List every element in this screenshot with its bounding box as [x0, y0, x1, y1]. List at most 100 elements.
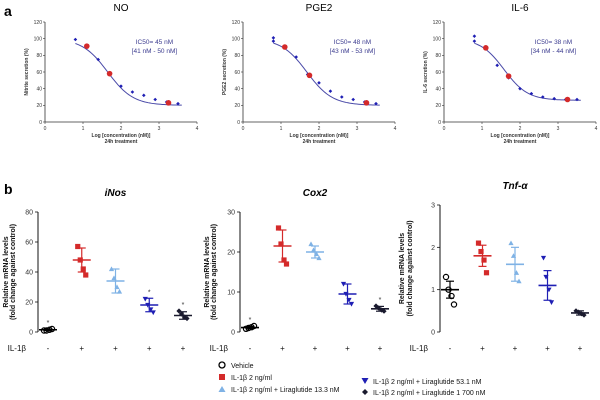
y-axis-label: Relative mRNA levels — [399, 233, 406, 304]
panel-a-label: a — [4, 3, 12, 19]
data-point — [294, 55, 298, 59]
y-tick-label: 80 — [36, 53, 42, 59]
legend-item-vehicle: Vehicle — [218, 361, 254, 370]
treatment-sign: + — [480, 344, 485, 353]
group-3 — [106, 266, 125, 294]
highlight-point — [363, 100, 370, 106]
expression-plot-3: Tnf-α 0 1 2 3 Relative mRNA levels (fold chang… — [399, 181, 589, 353]
y-axis-label: Relative mRNA levels — [204, 236, 211, 307]
y-axis-label: Relative mRNA levels — [3, 236, 10, 307]
data-point — [317, 81, 321, 85]
legend-marker-diamond — [362, 389, 368, 395]
chart-title: Tnf-α — [502, 181, 528, 192]
legend-label: Vehicle — [231, 363, 254, 370]
x-tick-label: 2 — [318, 126, 321, 132]
legend-label: IL-1β 2 ng/ml + Liraglutide 1 700 nM — [373, 390, 486, 397]
highlight-point — [564, 96, 571, 103]
data-point — [184, 315, 190, 322]
chart-title: PGE2 — [306, 3, 333, 14]
data-point — [516, 278, 522, 284]
data-point — [381, 308, 387, 314]
data-point — [313, 251, 320, 257]
data-point — [75, 243, 81, 250]
data-point — [448, 292, 455, 300]
group-3 — [306, 241, 324, 261]
data-point — [176, 308, 182, 314]
panel-b-label: b — [4, 181, 13, 197]
data-point — [271, 39, 276, 43]
group-5: * — [174, 302, 192, 322]
data-point — [80, 266, 86, 272]
data-point — [150, 310, 156, 316]
x-tick-label: 4 — [595, 126, 598, 132]
y-tick-label: 0 — [231, 330, 235, 337]
data-point — [116, 288, 123, 294]
data-point — [73, 37, 78, 42]
x-axis-label: Log [concentration (nM)] — [290, 133, 349, 139]
legend-marker-triangle-up — [218, 386, 226, 392]
data-point — [245, 324, 252, 332]
data-point — [472, 39, 477, 43]
data-point — [176, 101, 180, 106]
x-tick-label: 4 — [196, 126, 199, 132]
treatment-sign: + — [280, 344, 285, 353]
y-tick-label: 100 — [433, 36, 442, 42]
treatment-sign: + — [345, 344, 350, 353]
chart-title: IL-6 — [511, 3, 529, 14]
y-tick-label: 40 — [234, 86, 240, 92]
data-point — [541, 95, 545, 99]
x-axis-sublabel: 24h treatment — [105, 139, 138, 145]
group-4 — [338, 281, 357, 307]
y-tick-label: 0 — [438, 120, 441, 126]
x-axis-sublabel: 24h treatment — [504, 139, 537, 145]
legend-marker-triangle-down — [361, 378, 369, 384]
y-tick-label: 60 — [25, 240, 33, 247]
y-axis-sublabel: (fold change against control) — [407, 220, 414, 316]
treatment-sign: - — [47, 344, 50, 353]
treatment-sign: + — [181, 344, 186, 353]
x-tick-label: 2 — [120, 126, 123, 132]
y-tick-label: 80 — [435, 53, 441, 59]
y-tick-label: 0 — [29, 330, 33, 337]
y-tick-label: 0 — [39, 120, 42, 126]
x-tick-label: 3 — [557, 126, 560, 132]
data-point — [114, 284, 120, 290]
legend-label: IL-1β 2 ng/ml + Liraglutide 53.1 nM — [373, 379, 482, 386]
x-tick-label: 3 — [158, 126, 161, 132]
data-point — [96, 57, 100, 62]
data-point — [548, 300, 555, 305]
data-point — [308, 241, 314, 247]
treatment-sign: + — [79, 344, 84, 353]
group-2 — [473, 240, 492, 276]
legend-item-lira-13: IL-1β 2 ng/ml + Liraglutide 13.3 nM — [218, 386, 340, 394]
highlight-point — [306, 72, 313, 79]
x-axis-label: Log [concentration (nM)] — [491, 133, 550, 139]
y-tick-label: 60 — [36, 70, 42, 76]
highlight-point — [505, 73, 512, 79]
data-point — [508, 240, 514, 246]
y-tick-label: 1 — [431, 287, 435, 294]
ic50-plot-pge2: PGE2 0 20 40 60 80 100 120 0 1 2 3 4 Log [concentrati… — [222, 3, 397, 145]
data-point — [450, 301, 458, 308]
data-point — [348, 301, 355, 307]
fit-curve — [75, 43, 182, 106]
data-point — [111, 275, 117, 281]
data-point — [478, 248, 484, 255]
y-tick-label: 100 — [232, 36, 241, 42]
legend-item-lira-53: IL-1β 2 ng/ml + Liraglutide 53.1 nM — [361, 378, 482, 386]
x-tick-label: 1 — [481, 126, 484, 132]
y-tick-label: 60 — [435, 70, 441, 76]
data-point — [475, 240, 482, 246]
fit-curve — [273, 42, 380, 106]
x-tick-label: 1 — [82, 126, 85, 132]
data-point — [442, 273, 450, 281]
legend-label: IL-1β 2 ng/ml + Liraglutide 13.3 nM — [231, 387, 340, 394]
y-tick-label: 40 — [435, 86, 441, 92]
significance-marker: * — [148, 289, 151, 296]
treatment-sign: + — [378, 344, 383, 353]
data-point — [48, 325, 56, 333]
highlight-point — [282, 44, 288, 50]
y-tick-label: 80 — [234, 53, 240, 59]
